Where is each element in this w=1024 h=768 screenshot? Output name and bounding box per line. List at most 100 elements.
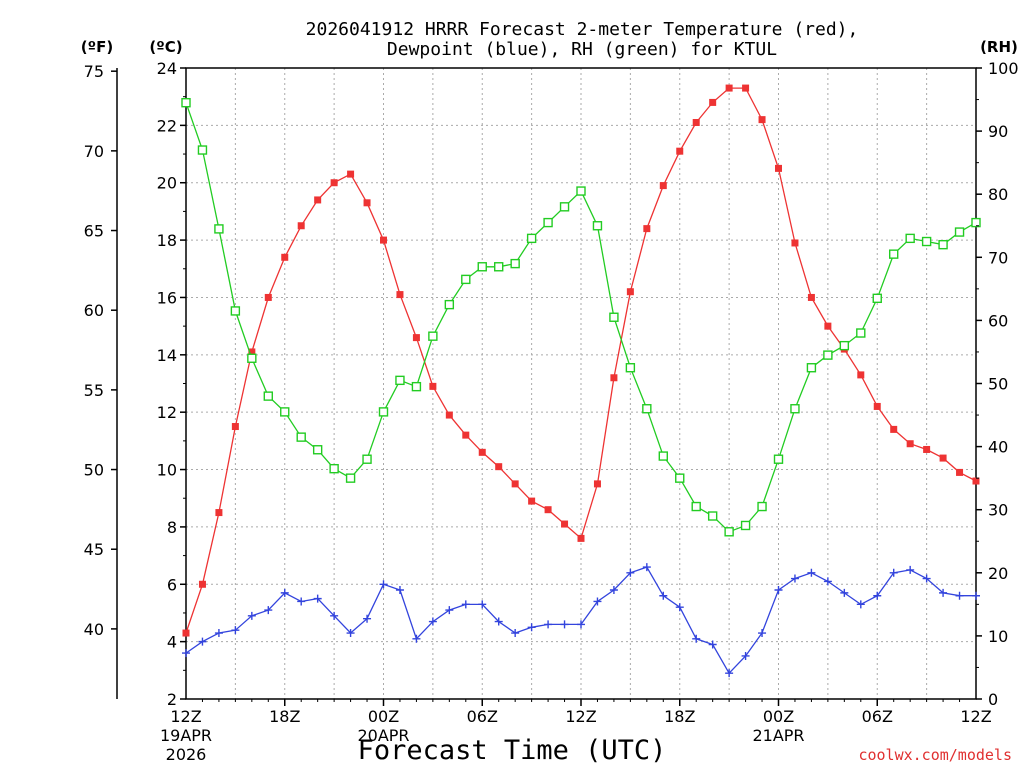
data-point-relative_humidity	[905, 233, 915, 244]
data-point-temperature	[478, 448, 486, 456]
time-tick-label: 06Z	[467, 707, 498, 726]
data-point-relative_humidity	[345, 473, 356, 483]
data-point-dewpoint	[297, 597, 306, 606]
data-point-dewpoint	[247, 611, 256, 620]
celsius-tick-label: 8	[167, 518, 177, 537]
data-point-dewpoint	[906, 565, 915, 574]
celsius-tick-label: 2	[167, 690, 177, 709]
data-point-relative_humidity	[329, 463, 339, 474]
data-point-relative_humidity	[806, 363, 817, 373]
data-point-temperature	[626, 288, 634, 296]
rh-tick-label: 20	[988, 564, 1008, 583]
data-point-dewpoint	[774, 586, 783, 595]
data-point-temperature	[412, 334, 420, 342]
data-point-relative_humidity	[526, 233, 537, 244]
celsius-tick-label: 4	[167, 633, 177, 652]
fahrenheit-tick-label: 75	[84, 62, 104, 81]
rh-axis: 0 10 20 30 40 50 60 70 80 90 100	[976, 59, 1019, 709]
data-point-dewpoint	[725, 669, 734, 678]
fahrenheit-tick-label: 60	[84, 301, 104, 320]
data-point-temperature	[643, 225, 651, 233]
rh-tick-label: 90	[988, 122, 1008, 141]
data-point-temperature	[528, 497, 536, 505]
data-point-relative_humidity	[724, 527, 734, 537]
data-point-dewpoint	[330, 611, 339, 620]
rh-tick-label: 0	[988, 690, 998, 709]
series-layer	[181, 84, 981, 678]
data-point-dewpoint	[939, 588, 948, 597]
data-point-relative_humidity	[296, 432, 306, 442]
data-point-dewpoint	[972, 591, 980, 600]
data-point-temperature	[347, 170, 355, 178]
series-dewpoint	[182, 563, 980, 678]
data-point-dewpoint	[675, 603, 684, 612]
data-point-temperature	[923, 445, 931, 453]
celsius-tick-label: 22	[157, 116, 177, 135]
data-point-temperature	[248, 348, 256, 356]
fahrenheit-tick-label: 70	[84, 142, 104, 161]
data-point-dewpoint	[280, 588, 289, 597]
data-point-dewpoint	[313, 594, 322, 603]
watermark: coolwx.com/models	[858, 746, 1012, 764]
data-point-temperature	[314, 196, 322, 204]
data-point-relative_humidity	[230, 306, 241, 316]
data-point-temperature	[495, 463, 503, 471]
fahrenheit-tick-label: 65	[84, 222, 104, 241]
data-point-relative_humidity	[658, 451, 668, 461]
data-point-dewpoint	[182, 649, 190, 658]
rh-tick-label: 80	[988, 185, 1008, 204]
data-point-temperature	[956, 468, 964, 476]
data-point-relative_humidity	[559, 202, 570, 212]
data-point-relative_humidity	[790, 404, 800, 414]
data-point-dewpoint	[231, 626, 240, 635]
data-point-dewpoint	[593, 597, 602, 606]
data-point-dewpoint	[445, 606, 454, 615]
data-point-relative_humidity	[510, 258, 520, 269]
time-tick-year: 2026	[166, 745, 207, 764]
data-point-relative_humidity	[823, 350, 833, 360]
data-point-relative_humidity	[707, 511, 718, 521]
data-point-relative_humidity	[954, 227, 965, 237]
fahrenheit-axis: 40 45 50 55 60 65 70 75	[84, 62, 117, 639]
time-tick-label: 06Z	[862, 707, 893, 726]
fahrenheit-tick-label: 40	[84, 620, 104, 639]
data-point-temperature	[939, 454, 947, 462]
x-axis-title: Forecast Time (UTC)	[358, 735, 667, 766]
data-point-relative_humidity	[543, 217, 553, 228]
data-point-relative_humidity	[362, 454, 372, 464]
data-point-dewpoint	[379, 580, 388, 589]
data-point-relative_humidity	[971, 217, 981, 228]
data-point-dewpoint	[708, 640, 717, 649]
celsius-tick-label: 14	[157, 346, 177, 365]
data-point-temperature	[198, 580, 206, 588]
data-point-temperature	[725, 84, 733, 92]
time-tick-label: 00Z	[368, 707, 399, 726]
celsius-unit-label: (ºC)	[149, 38, 182, 56]
celsius-tick-label: 12	[157, 403, 177, 422]
time-tick-date: 19APR	[160, 726, 212, 745]
data-point-dewpoint	[461, 600, 470, 609]
data-point-dewpoint	[577, 620, 585, 629]
data-point-dewpoint	[264, 606, 273, 615]
data-point-temperature	[807, 293, 815, 301]
data-point-dewpoint	[889, 568, 898, 577]
data-point-relative_humidity	[576, 186, 586, 196]
data-point-relative_humidity	[247, 353, 257, 363]
data-point-relative_humidity	[625, 363, 636, 373]
data-point-dewpoint	[856, 600, 865, 609]
rh-tick-label: 40	[988, 438, 1008, 457]
time-tick-label: 12Z	[960, 707, 991, 726]
data-point-dewpoint	[790, 574, 799, 583]
chart-title-line1: 2026041912 HRRR Forecast 2-meter Tempera…	[306, 19, 859, 40]
data-point-temperature	[692, 118, 700, 126]
data-point-dewpoint	[527, 623, 536, 632]
rh-tick-label: 10	[988, 627, 1008, 646]
chart-title-line2: Dewpoint (blue), RH (green) for KTUL	[387, 39, 777, 60]
data-point-dewpoint	[873, 591, 882, 600]
data-point-dewpoint	[955, 591, 964, 600]
data-point-dewpoint	[428, 617, 437, 626]
data-point-temperature	[791, 239, 799, 247]
data-point-relative_humidity	[592, 221, 603, 231]
fahrenheit-tick-label: 45	[84, 540, 104, 559]
